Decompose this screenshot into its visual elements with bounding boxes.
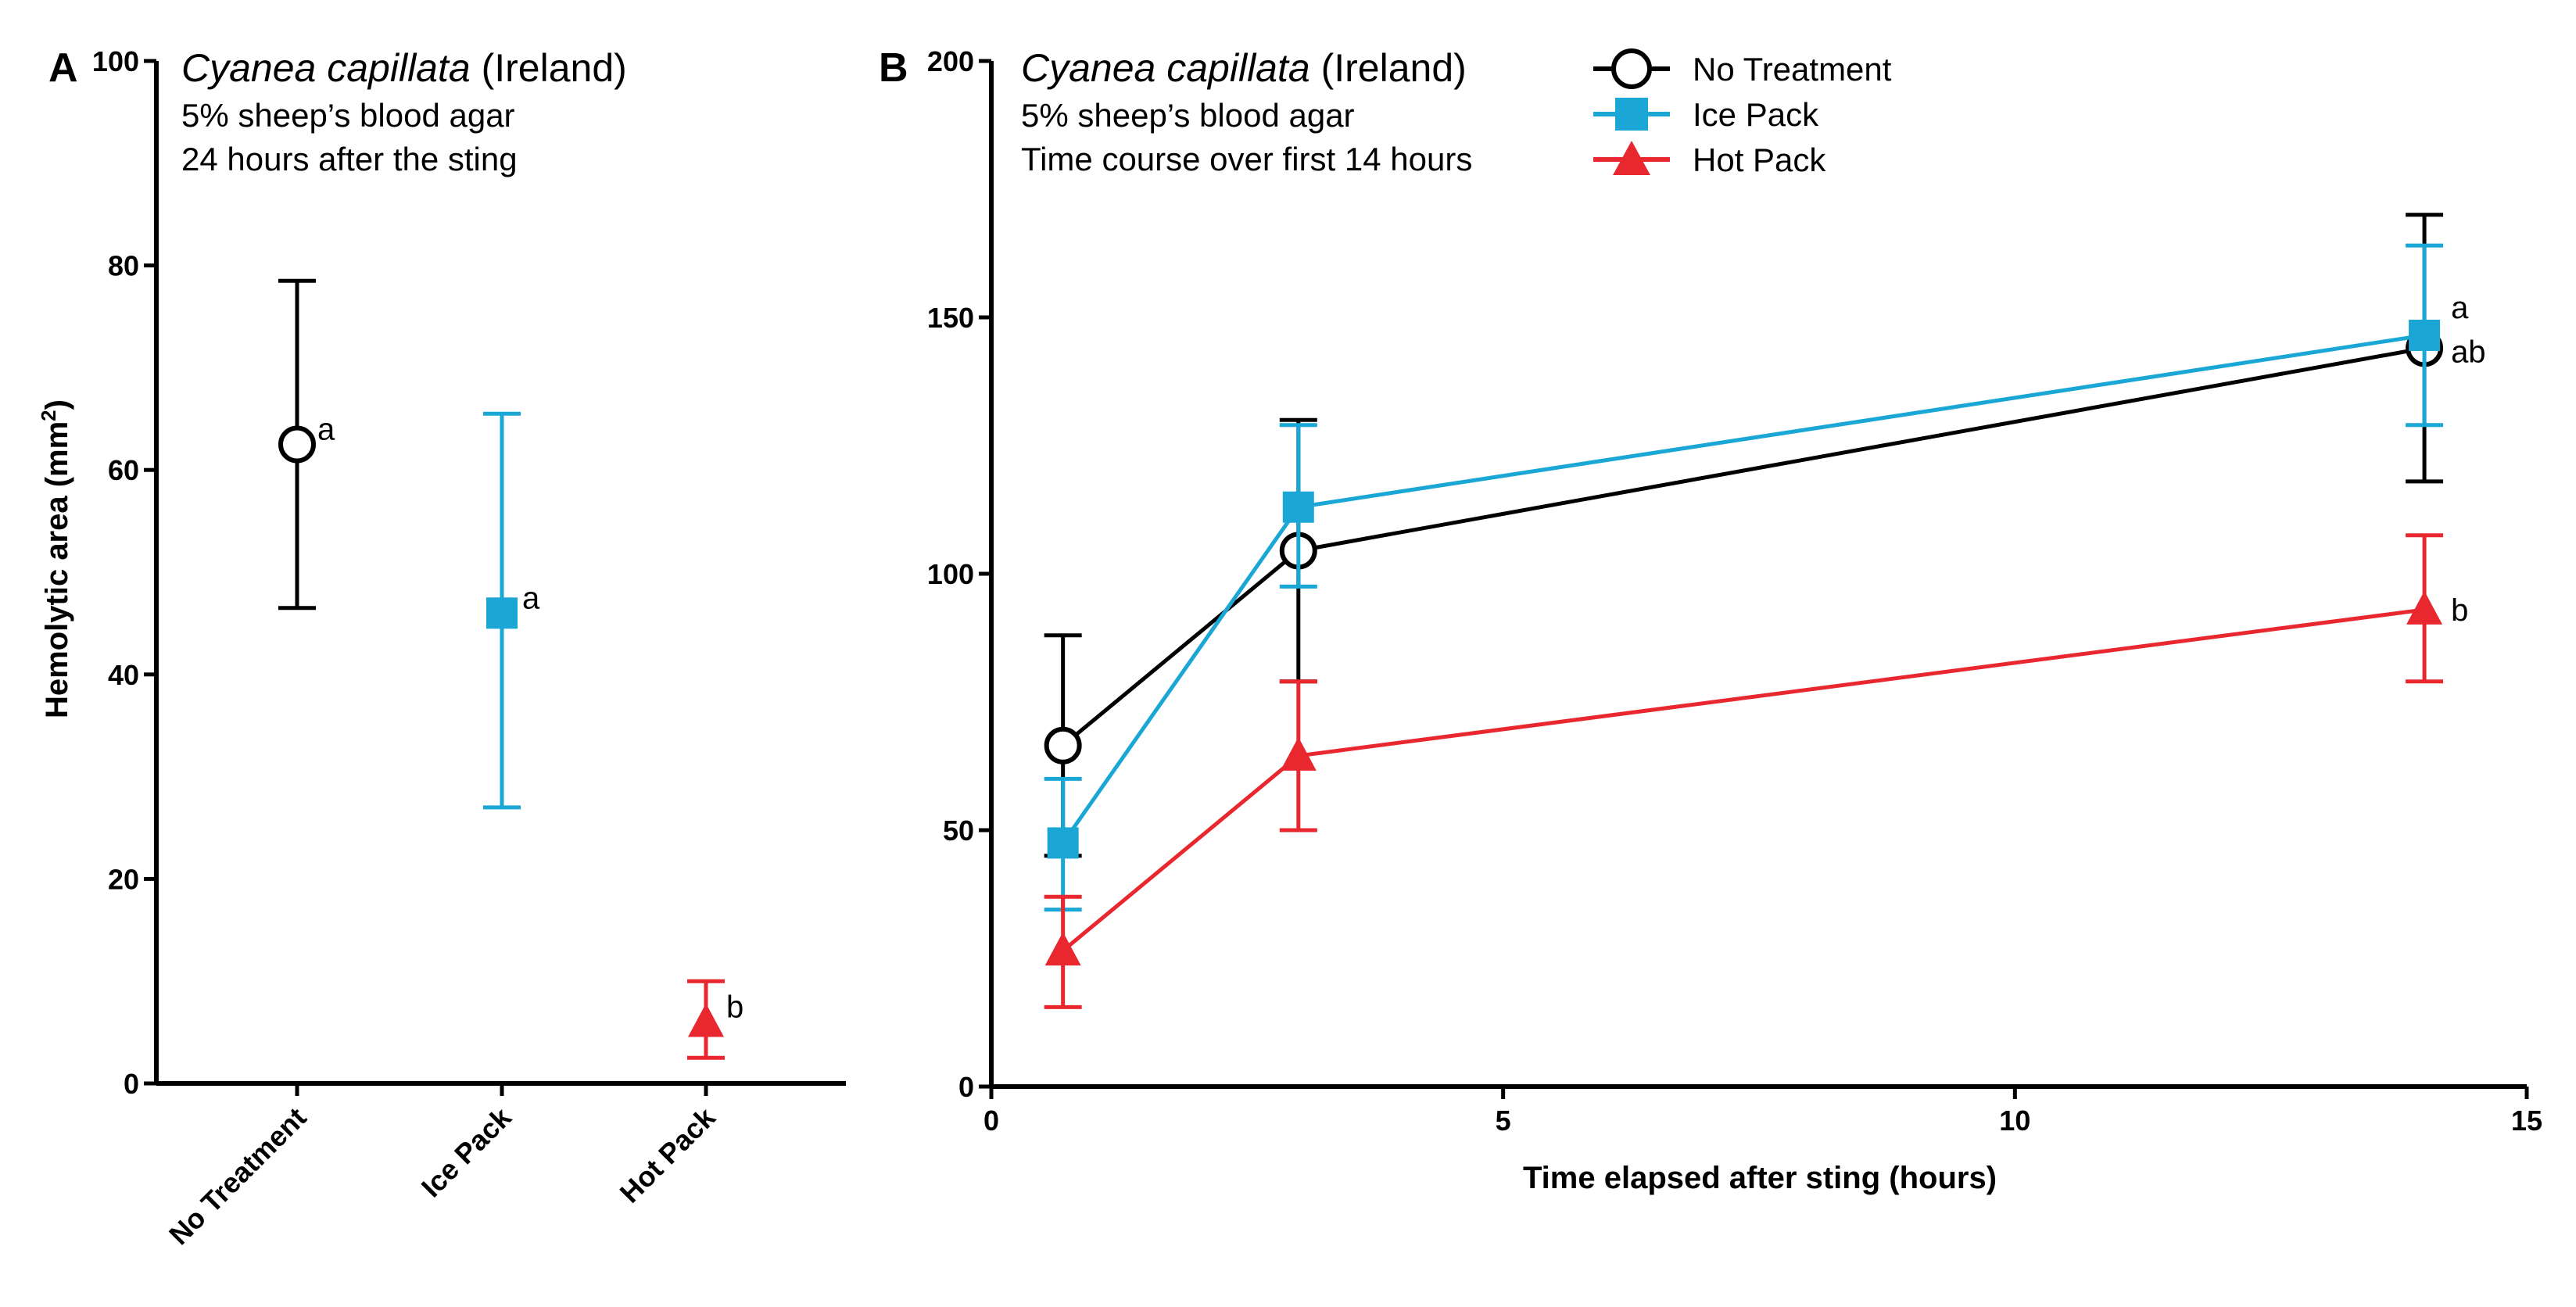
panel-a-x-tick-label: No Treatment	[163, 1101, 313, 1251]
panel-a-plot: 0 20 40 60 80 100 No Treatment Ice Pack Hot Pack…	[92, 45, 846, 1251]
panel-b-y-tick-label: 0	[958, 1071, 974, 1103]
legend-item-hot-pack: Hot Pack	[1593, 141, 1826, 178]
legend-ice-pack-label: Ice Pack	[1693, 96, 1819, 133]
panel-b-no-treatment-line	[1062, 346, 2425, 747]
panel-a-title-location: (Ireland)	[482, 46, 627, 90]
panel-a-y-tick-label: 60	[108, 454, 139, 486]
panel-a-y-axis-label-close: )	[40, 399, 74, 410]
legend-item-ice-pack: Ice Pack	[1593, 96, 1819, 133]
panel-b-subtitle-2: Time course over first 14 hours	[1021, 141, 1472, 177]
panel-a-ice-pack-point	[486, 597, 518, 629]
panel-b-hot-pack-line	[1062, 607, 2425, 953]
panel-b-letter: B	[879, 45, 908, 91]
panel-b-title-space	[1310, 46, 1321, 90]
panel-a-no-treatment-point	[278, 425, 316, 464]
panel-a-x-tick-label: Hot Pack	[614, 1101, 722, 1209]
panel-a-y-tick-label: 20	[108, 863, 139, 895]
panel-a-title: Cyanea capillata (Ireland)	[181, 46, 627, 90]
panel-b-title-location: (Ireland)	[1321, 46, 1467, 90]
panel-a-subtitle-1: 5% sheep’s blood agar	[181, 97, 515, 134]
panel-a-y-axis-label: Hemolytic area (mm2)	[37, 399, 74, 718]
panel-b-x-tick-label: 0	[983, 1105, 999, 1137]
legend-no-treatment-label: No Treatment	[1693, 51, 1892, 88]
panel-a-y-axis-label-main: Hemolytic area (mm	[40, 421, 74, 718]
panel-a-title-species: Cyanea capillata	[181, 46, 471, 90]
panel-a-hot-pack-sig-label: b	[726, 990, 743, 1025]
panel-b-title: Cyanea capillata (Ireland)	[1021, 46, 1467, 90]
panel-a-letter: A	[48, 45, 78, 91]
panel-b-ice-pack-line	[1061, 333, 2425, 844]
panel-a-no-treatment-sig-label: a	[317, 413, 335, 447]
panel-b-y-tick-label: 50	[943, 815, 974, 847]
panel-b-hot-pack-point	[1044, 932, 1081, 966]
panel-a-y-tick-label: 80	[108, 250, 139, 282]
panel-a-y-tick-label: 40	[108, 659, 139, 691]
panel-b-subtitle-1: 5% sheep’s blood agar	[1021, 97, 1355, 134]
legend-hot-pack-marker	[1613, 141, 1650, 175]
panel-a-hot-pack-point	[688, 1003, 724, 1037]
legend-hot-pack-label: Hot Pack	[1693, 141, 1826, 178]
panel-b-title-species: Cyanea capillata	[1021, 46, 1310, 90]
panel-b-ice-pack-sig-label: a	[2451, 291, 2469, 325]
panel-b-ice-pack-point	[1282, 491, 1314, 523]
panel-b-x-tick-label: 5	[1496, 1105, 1511, 1137]
panel-a-y-tick-label: 0	[124, 1068, 139, 1100]
panel-b-y-tick-label: 150	[927, 302, 974, 334]
legend-ice-pack-marker	[1615, 98, 1648, 131]
panel-b-ice-pack-point	[2409, 319, 2441, 351]
panel-b-x-tick-label: 15	[2511, 1105, 2542, 1137]
legend-no-treatment-marker	[1611, 48, 1652, 89]
panel-b-ice-pack-point	[1047, 827, 1079, 859]
panel-a-subtitle-2: 24 hours after the sting	[181, 141, 518, 177]
panel-a-y-axis-label-sup: 2	[37, 410, 60, 421]
legend-item-no-treatment: No Treatment	[1593, 48, 1892, 89]
panel-b-no-treatment-point	[1044, 726, 1082, 765]
panel-a-x-tick-label: Ice Pack	[415, 1101, 518, 1204]
panel-b-y-tick-label: 200	[927, 45, 974, 77]
panel-b: B Cyanea capillata (Ireland) 5% sheep’s …	[879, 45, 2542, 1195]
panel-b-x-tick-label: 10	[1999, 1105, 2030, 1137]
panel-b-no-treatment-sig-label: ab	[2451, 335, 2486, 369]
panel-b-y-tick-label: 100	[927, 558, 974, 590]
panel-a-title-space	[471, 46, 482, 90]
panel-b-legend: No Treatment Ice Pack Hot Pack	[1593, 48, 1892, 178]
panel-a: A Cyanea capillata (Ireland) 5% sheep’s …	[37, 45, 846, 1251]
panel-b-hot-pack-point	[2406, 590, 2443, 625]
panel-a-ice-pack-sig-label: a	[522, 581, 540, 615]
panel-b-x-axis-label: Time elapsed after sting (hours)	[1523, 1161, 1997, 1195]
panel-b-hot-pack-sig-label: b	[2451, 593, 2468, 628]
panel-b-hot-pack-point	[1280, 736, 1317, 771]
panel-a-y-tick-label: 100	[92, 45, 139, 77]
